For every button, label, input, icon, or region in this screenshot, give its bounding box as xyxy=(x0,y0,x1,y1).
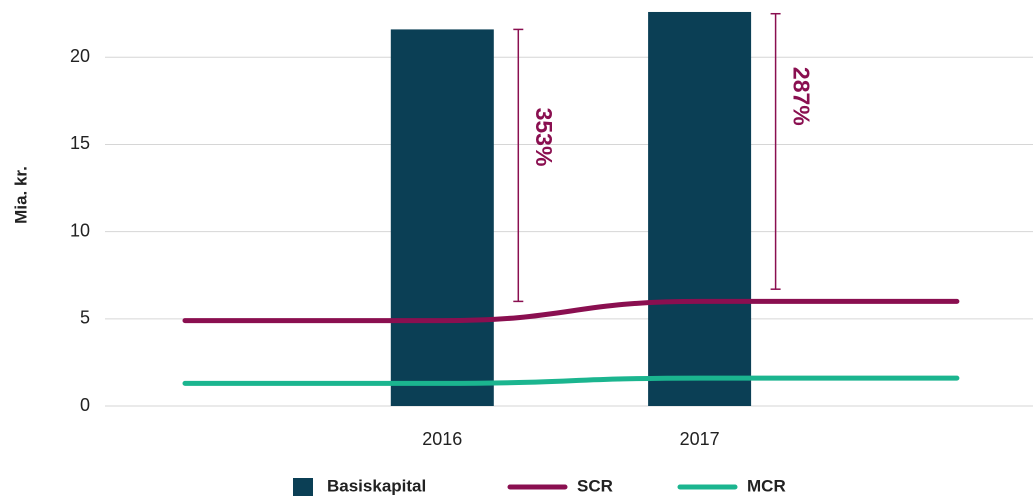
legend-label: SCR xyxy=(577,476,613,495)
bar xyxy=(648,11,752,407)
x-tick-label: 2017 xyxy=(680,429,720,449)
annotation-text: 353% xyxy=(531,108,557,167)
y-tick-label: 15 xyxy=(70,133,90,153)
bar xyxy=(390,29,494,407)
y-tick-label: 0 xyxy=(80,395,90,415)
legend-swatch xyxy=(293,478,313,496)
y-axis-label: Mia. kr. xyxy=(11,166,30,224)
line xyxy=(182,375,960,386)
annotation-text: 287% xyxy=(789,67,815,126)
legend-label: MCR xyxy=(747,476,786,495)
legend-label: Basiskapital xyxy=(327,476,426,495)
y-tick-label: 10 xyxy=(70,220,90,240)
y-tick-label: 5 xyxy=(80,308,90,328)
y-tick-label: 20 xyxy=(70,46,90,66)
x-tick-label: 2016 xyxy=(422,429,462,449)
line xyxy=(182,298,960,324)
